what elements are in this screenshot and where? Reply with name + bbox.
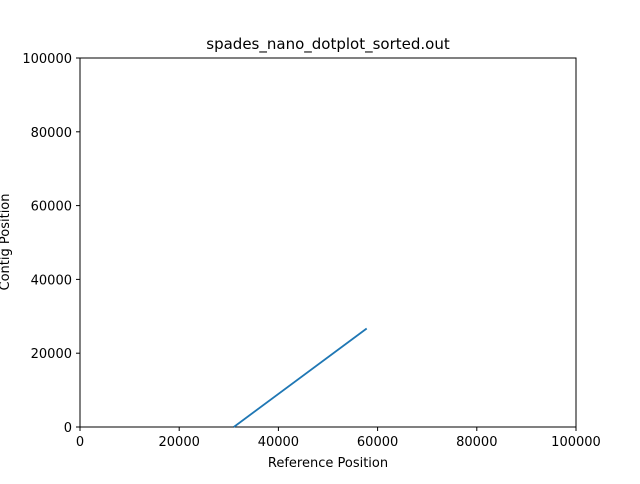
series-layer [233,327,368,428]
y-tick-label: 60000 [31,200,72,215]
x-tick-label: 0 [76,435,84,450]
y-tick-label: 20000 [31,347,72,362]
y-tick-label: 40000 [31,273,72,288]
x-tick-label: 40000 [258,435,299,450]
y-tick-label: 0 [64,421,72,436]
y-axis-label: Contig Position [0,194,13,291]
y-tick-label: 100000 [22,52,72,67]
x-axis-ticks: 0 20000 40000 60000 80000 100000 [76,427,601,450]
chart-title: spades_nano_dotplot_sorted.out [206,35,450,54]
x-tick-label: 80000 [456,435,497,450]
alignment-line [233,327,368,428]
x-tick-label: 60000 [357,435,398,450]
x-tick-label: 100000 [551,435,601,450]
plot-area-frame [79,57,577,428]
y-axis-ticks: 0 20000 40000 60000 80000 100000 [22,52,80,436]
y-tick-label: 80000 [31,126,72,141]
x-tick-label: 20000 [159,435,200,450]
x-axis-label: Reference Position [268,456,388,471]
